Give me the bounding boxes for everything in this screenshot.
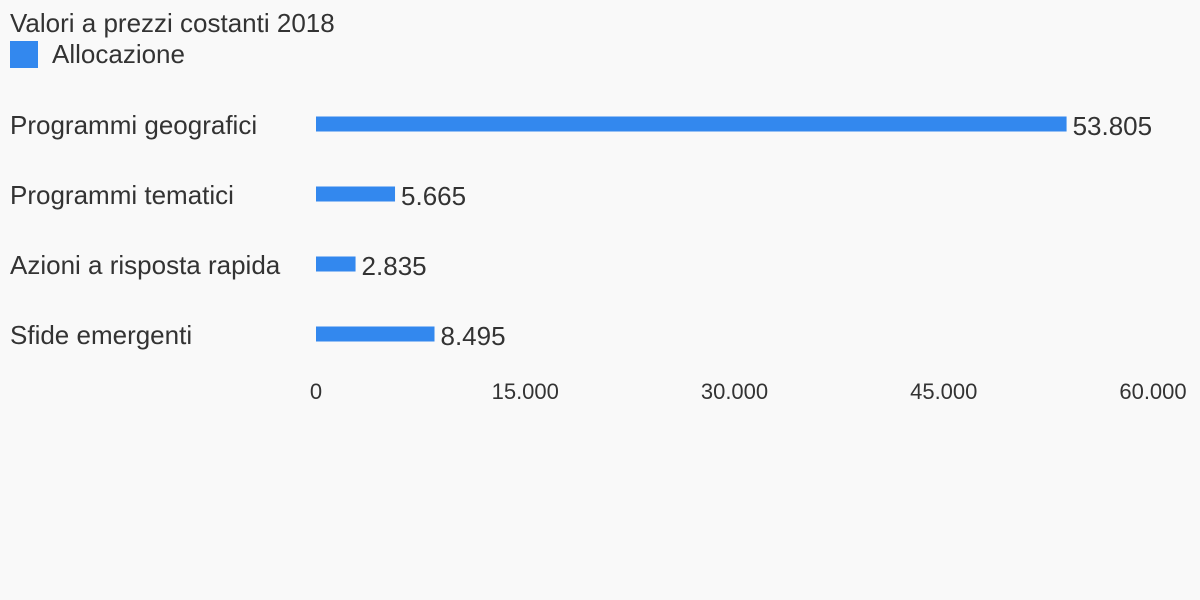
category-label: Sfide emergenti	[10, 320, 192, 350]
category-label: Azioni a risposta rapida	[10, 250, 281, 280]
x-tick-label: 60.000	[1119, 379, 1186, 404]
x-tick-label: 0	[310, 379, 322, 404]
bar	[316, 256, 356, 272]
x-tick-label: 15.000	[492, 379, 559, 404]
data-label: 8.495	[441, 321, 506, 351]
category-label: Programmi geografici	[10, 110, 257, 140]
bar	[316, 326, 435, 342]
legend: Allocazione	[10, 38, 185, 70]
x-tick-label: 45.000	[910, 379, 977, 404]
bar	[316, 116, 1067, 132]
data-label: 53.805	[1073, 111, 1153, 141]
chart-title: Valori a prezzi costanti 2018	[10, 8, 335, 38]
legend-swatch	[10, 40, 38, 68]
data-label: 5.665	[401, 181, 466, 211]
category-label: Programmi tematici	[10, 180, 234, 210]
legend-label: Allocazione	[52, 39, 185, 69]
bar	[316, 186, 396, 202]
x-tick-label: 30.000	[701, 379, 768, 404]
data-label: 2.835	[362, 251, 427, 281]
